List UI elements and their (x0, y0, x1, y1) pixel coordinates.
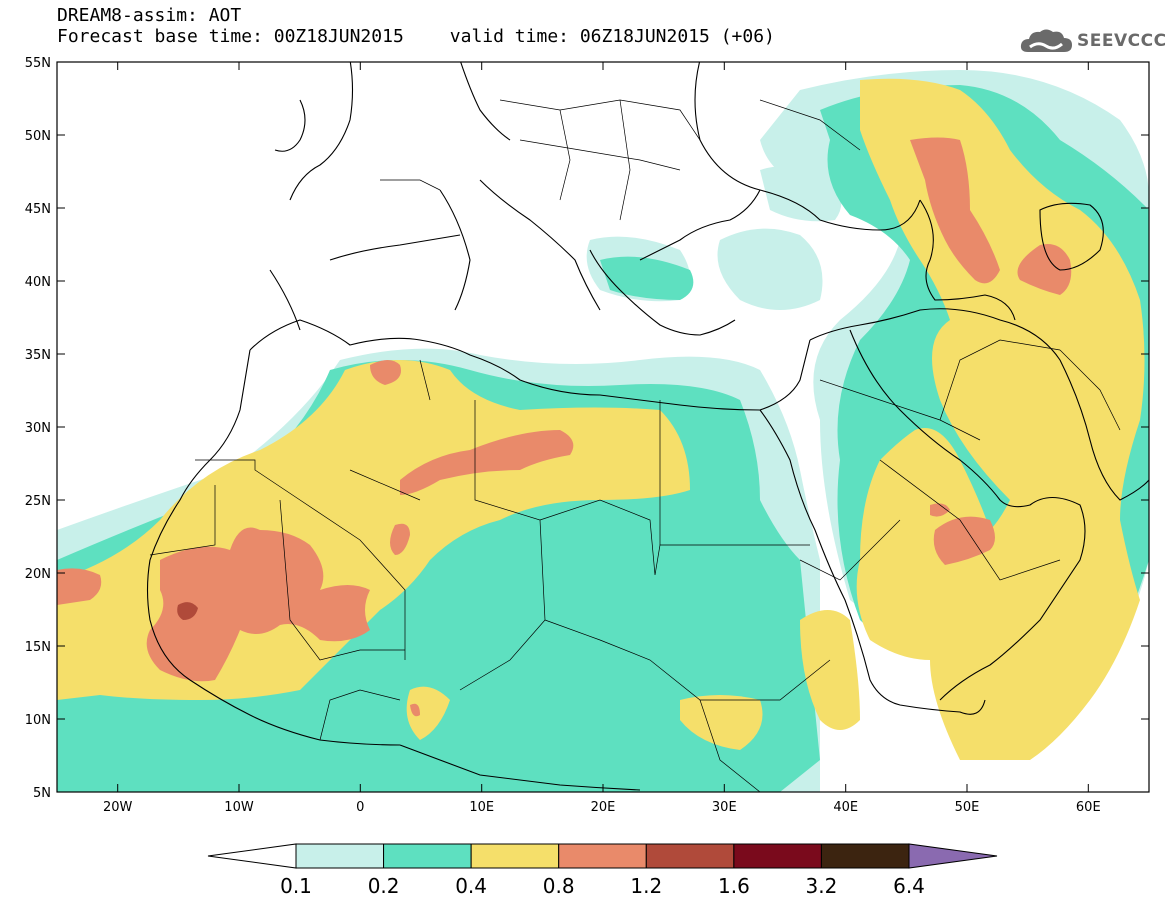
colorbar-over-triangle (908, 843, 998, 869)
lat-label: 40N (25, 275, 51, 290)
lat-label: 35N (25, 348, 51, 363)
lon-label: 10E (469, 800, 494, 815)
lat-label: 30N (25, 421, 51, 436)
lat-label: 20N (25, 567, 51, 582)
colorbar-label: 1.2 (630, 874, 662, 898)
colorbar: 0.1 0.2 0.4 0.8 1.2 1.6 3.2 6.4 (207, 843, 998, 898)
valid-time: valid time: 06Z18JUN2015 (+06) (449, 26, 775, 47)
colorbar-labels: 0.1 0.2 0.4 0.8 1.2 1.6 3.2 6.4 (280, 874, 925, 898)
coastlines (146, 62, 1149, 791)
colorbar-label: 0.8 (543, 874, 575, 898)
colorbar-label: 0.1 (280, 874, 312, 898)
seevccc-logo: SEEVCCC (1018, 26, 1165, 56)
lon-ticks (117, 62, 1089, 792)
aot-band-1.2-1.6 (177, 602, 198, 620)
colorbar-label: 0.2 (368, 874, 400, 898)
lat-label: 10N (25, 713, 51, 728)
lon-label: 20E (591, 800, 616, 815)
lon-label: 30E (712, 800, 737, 815)
colorbar-cell (645, 843, 735, 869)
colorbar-cell (470, 843, 560, 869)
lat-tick-labels: 55N 50N 45N 40N 35N 30N 25N 20N 15N 10N … (25, 56, 51, 801)
colorbar-label: 0.4 (455, 874, 487, 898)
cloud-icon (1020, 29, 1072, 52)
lon-label: 0 (356, 800, 364, 815)
colorbar-cell (295, 843, 385, 869)
colorbar-label: 1.6 (718, 874, 750, 898)
colorbar-label: 6.4 (893, 874, 925, 898)
lat-label: 50N (25, 129, 51, 144)
aot-field (57, 62, 1149, 792)
lon-label: 10W (224, 800, 254, 815)
lon-label: 20W (103, 800, 133, 815)
lon-tick-labels: 20W 10W 0 10E 20E 30E 40E 50E 60E (103, 800, 1101, 815)
title-text: DREAM8-assim: AOT (57, 5, 242, 26)
colorbar-label: 3.2 (805, 874, 837, 898)
logo-text: SEEVCCC (1077, 31, 1165, 51)
colorbar-cell (383, 843, 472, 869)
lon-label: 50E (955, 800, 980, 815)
lat-label: 25N (25, 494, 51, 509)
lat-label: 15N (25, 640, 51, 655)
colorbar-under-triangle (207, 843, 297, 869)
title-line: DREAM8-assim: AOT (57, 6, 241, 26)
colorbar-cell (820, 843, 910, 869)
lon-label: 60E (1076, 800, 1101, 815)
lat-label: 45N (25, 202, 51, 217)
borders (149, 99, 1121, 792)
lon-label: 40E (833, 800, 858, 815)
lat-ticks (57, 61, 1149, 793)
time-line: Forecast base time: 00Z18JUN2015 valid ti… (57, 27, 775, 47)
base-time: Forecast base time: 00Z18JUN2015 (57, 26, 404, 47)
lat-label: 55N (25, 56, 51, 71)
colorbar-cell (558, 843, 647, 869)
aot-band-0.8-1.2 (57, 137, 1072, 717)
colorbar-cell (733, 843, 822, 869)
colorbar-cells (295, 843, 910, 869)
lat-label: 5N (33, 786, 51, 801)
